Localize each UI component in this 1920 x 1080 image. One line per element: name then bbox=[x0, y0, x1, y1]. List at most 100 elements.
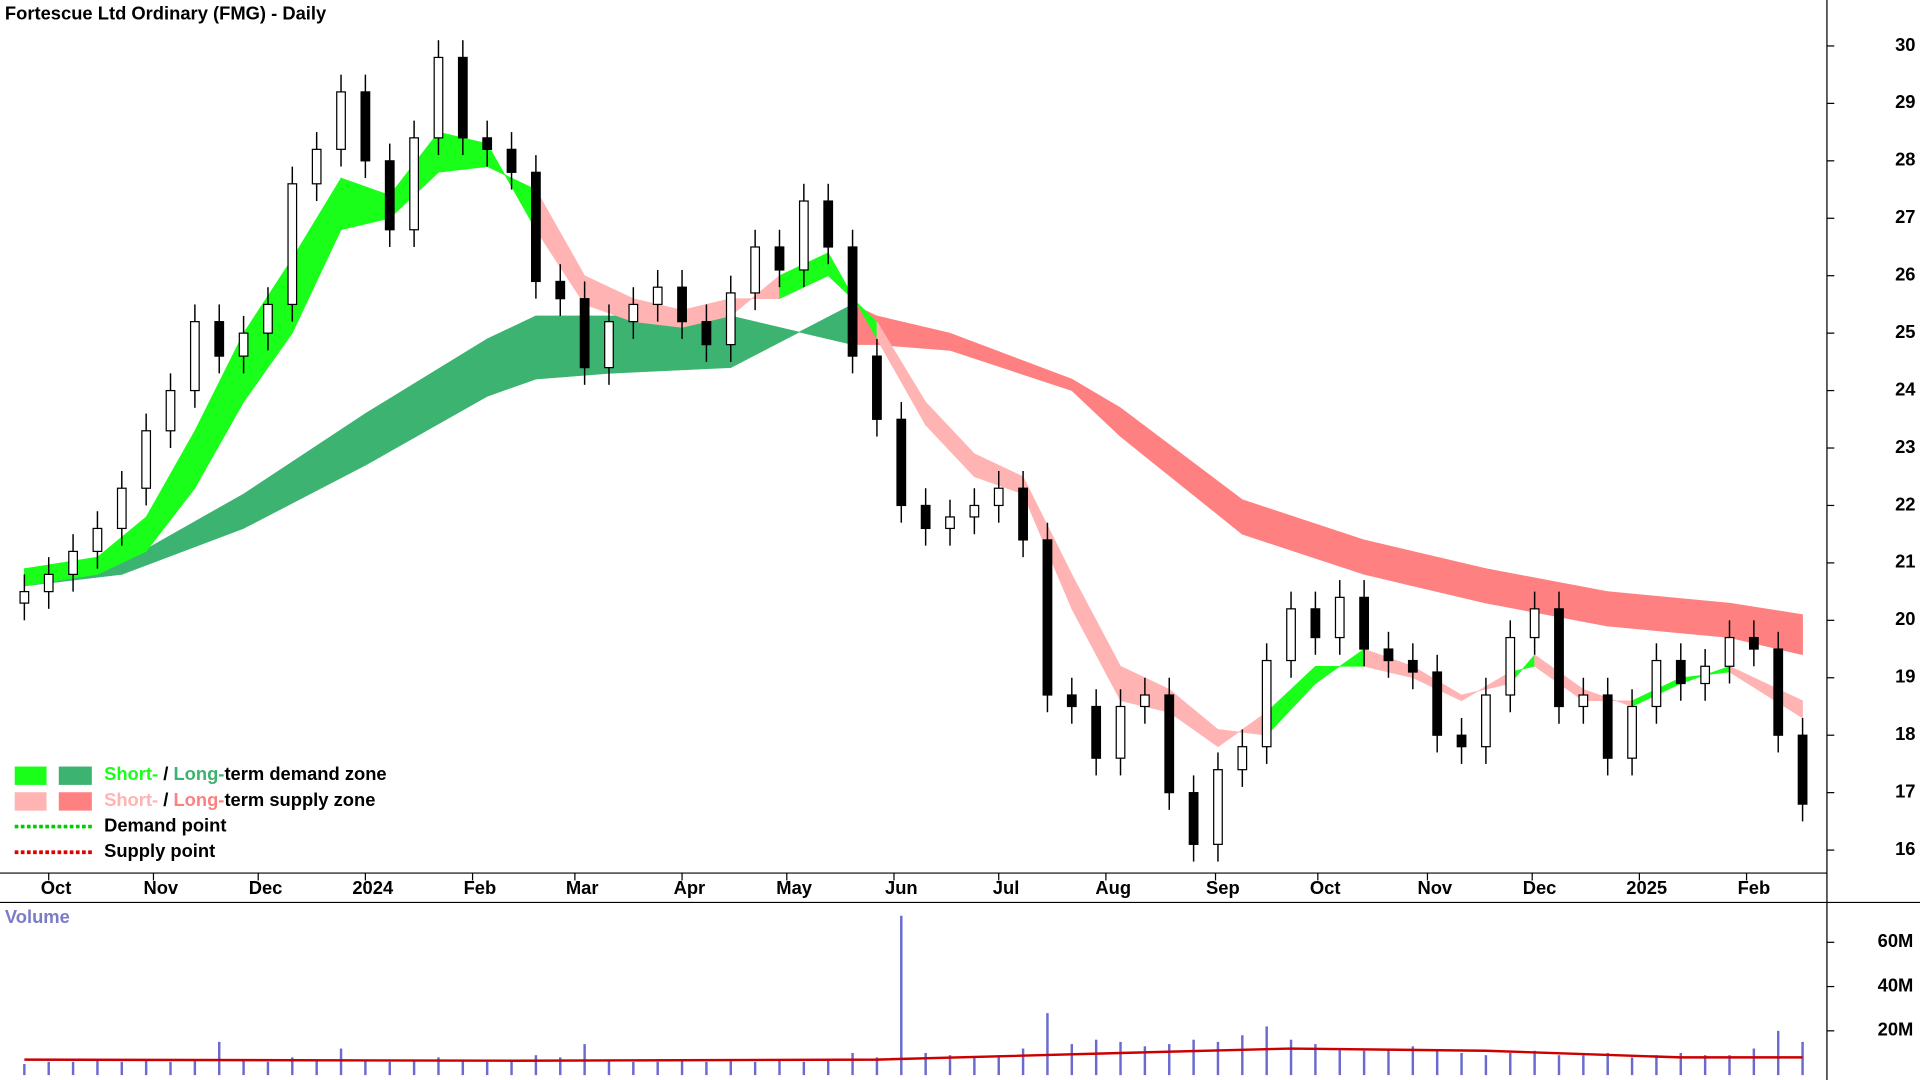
candle-body bbox=[555, 280, 566, 300]
x-tick-label: Oct bbox=[1310, 877, 1341, 898]
candle-body bbox=[1700, 665, 1711, 685]
volume-bar bbox=[412, 1059, 416, 1076]
legend-text: Supply point bbox=[104, 840, 215, 861]
volume-bar bbox=[1582, 1055, 1585, 1076]
candle-body bbox=[1066, 694, 1077, 708]
volume-bar bbox=[875, 1057, 879, 1076]
candle-body bbox=[604, 321, 614, 369]
legend-label: Demand point bbox=[104, 814, 226, 835]
candle-body bbox=[1383, 648, 1394, 662]
candle-body bbox=[1724, 636, 1735, 667]
x-tick-label: Feb bbox=[1738, 877, 1771, 898]
legend-text: term demand zone bbox=[224, 763, 386, 784]
legend-text: Short- bbox=[104, 763, 158, 784]
volume-bar bbox=[607, 1059, 611, 1076]
candle-body bbox=[1651, 659, 1662, 708]
volume-bar bbox=[997, 1055, 1000, 1076]
legend-swatch bbox=[14, 792, 47, 811]
volume-bar bbox=[753, 1061, 757, 1076]
candle-body bbox=[1505, 636, 1516, 696]
candle-body bbox=[725, 292, 736, 346]
candle-body bbox=[1456, 734, 1467, 748]
volume-title: Volume bbox=[5, 906, 70, 927]
y-tick-label: 24 bbox=[1895, 378, 1916, 399]
y-tick-label: 40M bbox=[1878, 974, 1914, 995]
volume-bar bbox=[559, 1057, 562, 1076]
candle-body bbox=[116, 487, 127, 530]
candle-body bbox=[896, 418, 907, 507]
candle-body bbox=[263, 303, 273, 334]
volume-bar bbox=[729, 1059, 732, 1076]
volume-bar bbox=[851, 1052, 854, 1076]
candle-body bbox=[1675, 659, 1686, 685]
candle-body bbox=[457, 56, 468, 139]
volume-bar bbox=[1387, 1048, 1390, 1076]
volume-average bbox=[24, 1047, 1803, 1062]
volume-bar bbox=[1752, 1048, 1756, 1076]
volume-bar bbox=[1703, 1055, 1707, 1076]
volume-bar bbox=[1216, 1041, 1220, 1076]
legend-label: Short- / Long-term demand zone bbox=[104, 763, 387, 784]
volume-bar bbox=[339, 1048, 343, 1076]
candle-body bbox=[1286, 608, 1296, 662]
legend-text: Long- bbox=[173, 763, 224, 784]
volume-bar bbox=[1289, 1039, 1293, 1076]
volume-bar bbox=[534, 1055, 538, 1076]
candle-body bbox=[1554, 608, 1564, 708]
x-tick-label: Jul bbox=[993, 877, 1020, 898]
candle-body bbox=[823, 200, 834, 248]
candle-body bbox=[1334, 596, 1345, 639]
y-tick-label: 26 bbox=[1895, 264, 1915, 285]
volume-bar bbox=[1606, 1052, 1609, 1076]
volume-bar bbox=[120, 1061, 124, 1076]
y-tick-label: 60M bbox=[1878, 930, 1914, 951]
candle-body bbox=[43, 573, 54, 593]
volume-bar bbox=[1630, 1057, 1634, 1076]
candle-body bbox=[652, 286, 663, 306]
volume-bar bbox=[388, 1061, 391, 1076]
volume-bar bbox=[1411, 1046, 1415, 1076]
candle-body bbox=[482, 137, 493, 150]
volume-bar bbox=[485, 1061, 489, 1076]
volume-bar bbox=[1241, 1035, 1244, 1076]
volume-bar bbox=[1557, 1055, 1561, 1076]
volume-bar bbox=[1533, 1050, 1536, 1076]
candle-body bbox=[189, 321, 200, 392]
volume-bar bbox=[242, 1059, 245, 1076]
legend-label: Short- / Long-term supply zone bbox=[104, 789, 375, 810]
legend-text: Long- bbox=[173, 789, 224, 810]
legend-text: term supply zone bbox=[224, 789, 375, 810]
legend-label: Supply point bbox=[104, 840, 215, 861]
x-tick-label: 2024 bbox=[352, 877, 394, 898]
x-tick-label: 2025 bbox=[1626, 877, 1667, 898]
candle-body bbox=[1602, 694, 1613, 759]
volume-bar bbox=[1021, 1048, 1025, 1076]
candle-body bbox=[506, 148, 517, 173]
volume-bar bbox=[802, 1061, 806, 1076]
volume-bar bbox=[144, 1059, 148, 1076]
y-tick-label: 25 bbox=[1895, 321, 1915, 342]
candle-body bbox=[409, 137, 420, 231]
x-tick-label: Nov bbox=[1417, 877, 1452, 898]
candle-body bbox=[1042, 539, 1053, 696]
volume-bar bbox=[1435, 1050, 1439, 1076]
y-tick-label: 17 bbox=[1895, 780, 1915, 801]
candle-body bbox=[1310, 608, 1321, 639]
candle-body bbox=[1139, 694, 1150, 708]
candle-body bbox=[287, 183, 298, 306]
candle-body bbox=[1261, 659, 1272, 748]
y-tick-label: 20 bbox=[1895, 608, 1915, 629]
volume-bar bbox=[656, 1061, 659, 1076]
volume-bar bbox=[96, 1059, 99, 1076]
volume-bar bbox=[1119, 1041, 1122, 1076]
volume-bar bbox=[1338, 1048, 1341, 1076]
candle-body bbox=[1407, 659, 1418, 673]
candle-body bbox=[1213, 769, 1223, 845]
volume-bar bbox=[1460, 1052, 1463, 1076]
x-tick-label: Dec bbox=[1523, 877, 1557, 898]
x-tick-label: Nov bbox=[143, 877, 178, 898]
candle-body bbox=[92, 527, 103, 553]
volume-bar bbox=[1094, 1039, 1098, 1076]
candle-body bbox=[1627, 705, 1637, 759]
